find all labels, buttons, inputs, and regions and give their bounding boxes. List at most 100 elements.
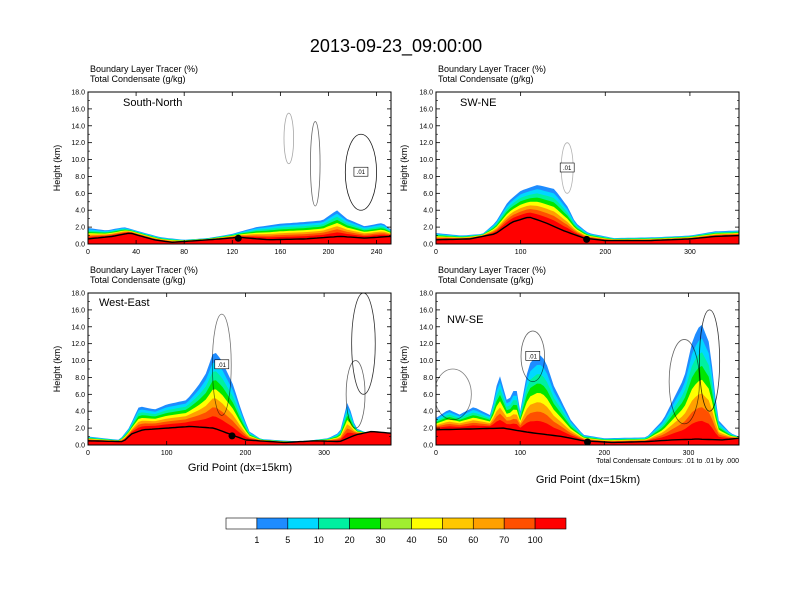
y-tick-label: 6.0 bbox=[423, 392, 433, 399]
panel-label: South-North bbox=[123, 97, 182, 109]
condensate-contour bbox=[211, 313, 232, 416]
x-axis-title: Grid Point (dx=15km) bbox=[536, 474, 640, 486]
y-tick-label: 16.0 bbox=[71, 307, 85, 314]
plot-area: 0.0 2.0 4.0 6.0 8.0 10.0 12.0 14.0 16.0 18.0 0 100 2… bbox=[419, 291, 740, 457]
tracer-band-8 bbox=[88, 416, 391, 445]
colorbar-label: 60 bbox=[468, 535, 478, 545]
panel-header-line1: Boundary Layer Tracer (%) bbox=[438, 64, 546, 74]
y-tick-label: 18.0 bbox=[71, 291, 85, 298]
location-marker bbox=[584, 438, 591, 446]
y-tick-label: 18.0 bbox=[71, 90, 85, 97]
y-tick-label: 12.0 bbox=[419, 341, 433, 348]
colorbar-swatch bbox=[380, 517, 412, 530]
y-tick-label: 6.0 bbox=[75, 392, 85, 399]
colorbar-swatch bbox=[318, 517, 350, 530]
colorbar-swatch bbox=[503, 517, 536, 530]
y-tick-label: 16.0 bbox=[71, 106, 85, 113]
panel-header-line2: Total Condensate (g/kg) bbox=[438, 275, 534, 285]
condensate-contour bbox=[310, 121, 321, 207]
y-tick-label: 10.0 bbox=[71, 157, 85, 164]
colorbar-swatch bbox=[442, 517, 474, 530]
x-tick-label: 240 bbox=[371, 249, 383, 256]
y-tick-label: 2.0 bbox=[423, 426, 433, 433]
x-tick-label: 0 bbox=[86, 249, 90, 256]
y-tick-label: 0.0 bbox=[75, 242, 85, 249]
y-tick-label: 10.0 bbox=[71, 358, 85, 365]
y-tick-label: 4.0 bbox=[75, 409, 85, 416]
panel-header-line2: Total Condensate (g/kg) bbox=[90, 275, 186, 285]
colorbar-label: 40 bbox=[406, 535, 416, 545]
y-axis-title: Height (km) bbox=[52, 145, 62, 192]
x-tick-label: 0 bbox=[86, 450, 90, 457]
y-tick-label: 6.0 bbox=[423, 191, 433, 198]
condensate-contour bbox=[668, 339, 700, 425]
condensate-contour bbox=[520, 330, 545, 383]
y-tick-label: 16.0 bbox=[419, 106, 433, 113]
y-tick-label: 6.0 bbox=[75, 191, 85, 198]
panel-label: NW-SE bbox=[447, 314, 483, 326]
y-tick-label: 14.0 bbox=[419, 123, 433, 130]
panel-label: West-East bbox=[99, 297, 150, 309]
panel-header-line1: Boundary Layer Tracer (%) bbox=[90, 265, 198, 275]
colorbar-label: 1 bbox=[254, 535, 259, 545]
y-tick-label: 4.0 bbox=[423, 208, 433, 215]
colorbar-swatch bbox=[287, 517, 320, 530]
y-tick-label: 10.0 bbox=[419, 157, 433, 164]
y-tick-label: 2.0 bbox=[423, 225, 433, 232]
panel-header-line1: Boundary Layer Tracer (%) bbox=[438, 265, 546, 275]
y-tick-label: 18.0 bbox=[419, 90, 433, 97]
y-axis-title: Height (km) bbox=[52, 346, 62, 393]
plot-area: 0.0 2.0 4.0 6.0 8.0 10.0 12.0 14.0 16.0 18.0 0 40 80… bbox=[71, 90, 392, 256]
y-tick-label: 0.0 bbox=[423, 443, 433, 450]
contour-label-box bbox=[353, 166, 369, 177]
colorbar-label: 20 bbox=[345, 535, 355, 545]
x-tick-label: 0 bbox=[434, 249, 438, 256]
location-marker bbox=[228, 432, 236, 440]
y-tick-label: 0.0 bbox=[75, 443, 85, 450]
colorbar-label: 5 bbox=[285, 535, 290, 545]
colorbar-label: 70 bbox=[499, 535, 509, 545]
condensate-contour bbox=[699, 309, 721, 412]
contour-label: .01 bbox=[357, 170, 366, 176]
y-tick-label: 8.0 bbox=[423, 174, 433, 181]
y-tick-label: 12.0 bbox=[71, 341, 85, 348]
plot-frame bbox=[435, 91, 740, 245]
y-tick-label: 14.0 bbox=[71, 324, 85, 331]
y-tick-label: 12.0 bbox=[71, 140, 85, 147]
y-axis-title: Height (km) bbox=[399, 346, 409, 393]
colorbar-swatch bbox=[472, 517, 505, 530]
x-tick-label: 100 bbox=[514, 450, 526, 457]
contour-label-box bbox=[214, 359, 230, 370]
colorbar-swatch bbox=[256, 517, 289, 530]
contour-label: .01 bbox=[563, 166, 572, 172]
x-tick-label: 300 bbox=[683, 450, 695, 457]
panel-sw-ne: Boundary Layer Tracer (%) Total Condensa… bbox=[399, 64, 740, 256]
x-tick-label: 0 bbox=[434, 450, 438, 457]
panel-header-line2: Total Condensate (g/kg) bbox=[90, 74, 186, 84]
plot-inner bbox=[436, 309, 739, 445]
x-axis-title: Grid Point (dx=15km) bbox=[188, 462, 292, 474]
location-marker bbox=[234, 234, 242, 242]
x-tick-label: 200 bbox=[599, 249, 611, 256]
x-tick-label: 200 bbox=[323, 249, 335, 256]
condensate-contour bbox=[436, 368, 472, 421]
colorbar-swatch bbox=[349, 517, 381, 530]
y-tick-label: 8.0 bbox=[423, 375, 433, 382]
panel-south-north: Boundary Layer Tracer (%) Total Condensa… bbox=[52, 64, 392, 256]
y-tick-label: 14.0 bbox=[71, 123, 85, 130]
x-tick-label: 100 bbox=[515, 249, 527, 256]
plot-area: 0.0 2.0 4.0 6.0 8.0 10.0 12.0 14.0 16.0 18.0 0 100 2… bbox=[71, 291, 392, 457]
y-tick-label: 0.0 bbox=[423, 242, 433, 249]
y-tick-label: 16.0 bbox=[419, 307, 433, 314]
contour-label-box bbox=[559, 162, 575, 173]
y-axis-title: Height (km) bbox=[399, 145, 409, 192]
x-tick-label: 100 bbox=[161, 450, 173, 457]
x-tick-label: 80 bbox=[180, 249, 188, 256]
x-tick-label: 300 bbox=[684, 249, 696, 256]
panel-nw-se: Boundary Layer Tracer (%) Total Condensa… bbox=[399, 265, 740, 486]
plot-area: 0.0 2.0 4.0 6.0 8.0 10.0 12.0 14.0 16.0 18.0 0 100 2… bbox=[419, 90, 740, 256]
colorbar-label: 30 bbox=[376, 535, 386, 545]
colorbar: 1 5 10 20 30 40 50 60 70 100 bbox=[225, 517, 567, 545]
condensate-contour bbox=[283, 112, 295, 165]
